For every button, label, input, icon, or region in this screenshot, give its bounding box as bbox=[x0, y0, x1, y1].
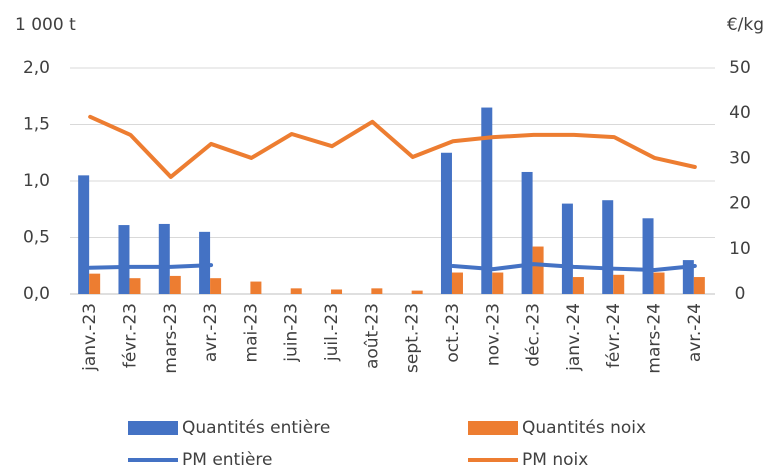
x-tick-label: mai-23 bbox=[241, 303, 261, 362]
legend-label: PM entière bbox=[182, 450, 272, 468]
y-tick-label: 1,5 bbox=[23, 115, 50, 135]
x-tick-label: sept.-23 bbox=[403, 303, 423, 373]
bar bbox=[602, 200, 614, 294]
x-tick-label: févr.-24 bbox=[604, 303, 624, 368]
y2-tick-label: 10 bbox=[729, 239, 751, 259]
x-tick-label: août-23 bbox=[362, 303, 382, 369]
bar bbox=[481, 107, 493, 294]
x-tick-label: déc.-23 bbox=[524, 303, 544, 367]
y2-tick-label: 20 bbox=[729, 194, 751, 214]
legend-label: PM noix bbox=[522, 450, 588, 468]
bar bbox=[492, 272, 504, 294]
bar bbox=[129, 278, 141, 294]
x-tick-label: oct.-23 bbox=[443, 303, 463, 363]
bar bbox=[89, 273, 101, 294]
legend-swatch bbox=[468, 421, 518, 435]
y-tick-label: 1,0 bbox=[23, 171, 50, 191]
bar bbox=[78, 175, 90, 294]
legend-label: Quantités noix bbox=[522, 418, 646, 438]
bar bbox=[411, 290, 423, 294]
x-tick-label: avr.-24 bbox=[685, 303, 705, 362]
bar bbox=[250, 281, 262, 294]
x-tick-label: juil.-23 bbox=[322, 303, 342, 362]
bar bbox=[331, 289, 343, 294]
bar bbox=[199, 231, 211, 294]
line-series bbox=[88, 114, 697, 179]
bar bbox=[682, 260, 694, 294]
x-tick-label: janv.-24 bbox=[564, 303, 584, 372]
bar bbox=[210, 278, 222, 294]
x-tick-label: févr.-23 bbox=[120, 303, 140, 368]
bar bbox=[118, 225, 130, 294]
bar bbox=[290, 288, 302, 294]
y2-axis-unit: €/kg bbox=[727, 15, 764, 35]
bar bbox=[521, 171, 533, 294]
bar bbox=[451, 272, 463, 294]
legend-swatch bbox=[128, 421, 178, 435]
bar bbox=[371, 288, 383, 294]
y-tick-label: 0,5 bbox=[23, 228, 50, 248]
x-tick-label: juin-23 bbox=[282, 303, 302, 363]
y2-tick-label: 50 bbox=[729, 58, 751, 78]
bar bbox=[572, 277, 584, 294]
y-axis-unit: 1 000 t bbox=[15, 15, 76, 35]
x-tick-label: nov.-23 bbox=[483, 303, 503, 366]
legend-label: Quantités entière bbox=[182, 418, 330, 438]
bar bbox=[532, 246, 544, 294]
y2-tick-label: 30 bbox=[729, 148, 751, 168]
bar bbox=[561, 203, 573, 294]
y2-tick-label: 40 bbox=[729, 103, 751, 123]
y-tick-label: 0,0 bbox=[23, 284, 50, 304]
bar bbox=[693, 277, 705, 294]
bar bbox=[440, 152, 452, 294]
x-tick-label: avr.-23 bbox=[201, 303, 221, 362]
bar bbox=[642, 218, 654, 294]
line-series bbox=[450, 262, 697, 273]
bar bbox=[613, 274, 625, 294]
x-tick-label: janv.-23 bbox=[80, 303, 100, 372]
bar bbox=[653, 272, 665, 294]
x-tick-label: mars-24 bbox=[645, 303, 665, 374]
x-tick-label: mars-23 bbox=[161, 303, 181, 374]
line-series bbox=[88, 263, 214, 270]
bar bbox=[158, 223, 170, 294]
y-tick-label: 2,0 bbox=[23, 58, 50, 78]
bar bbox=[169, 275, 181, 294]
y2-tick-label: 0 bbox=[735, 284, 746, 304]
